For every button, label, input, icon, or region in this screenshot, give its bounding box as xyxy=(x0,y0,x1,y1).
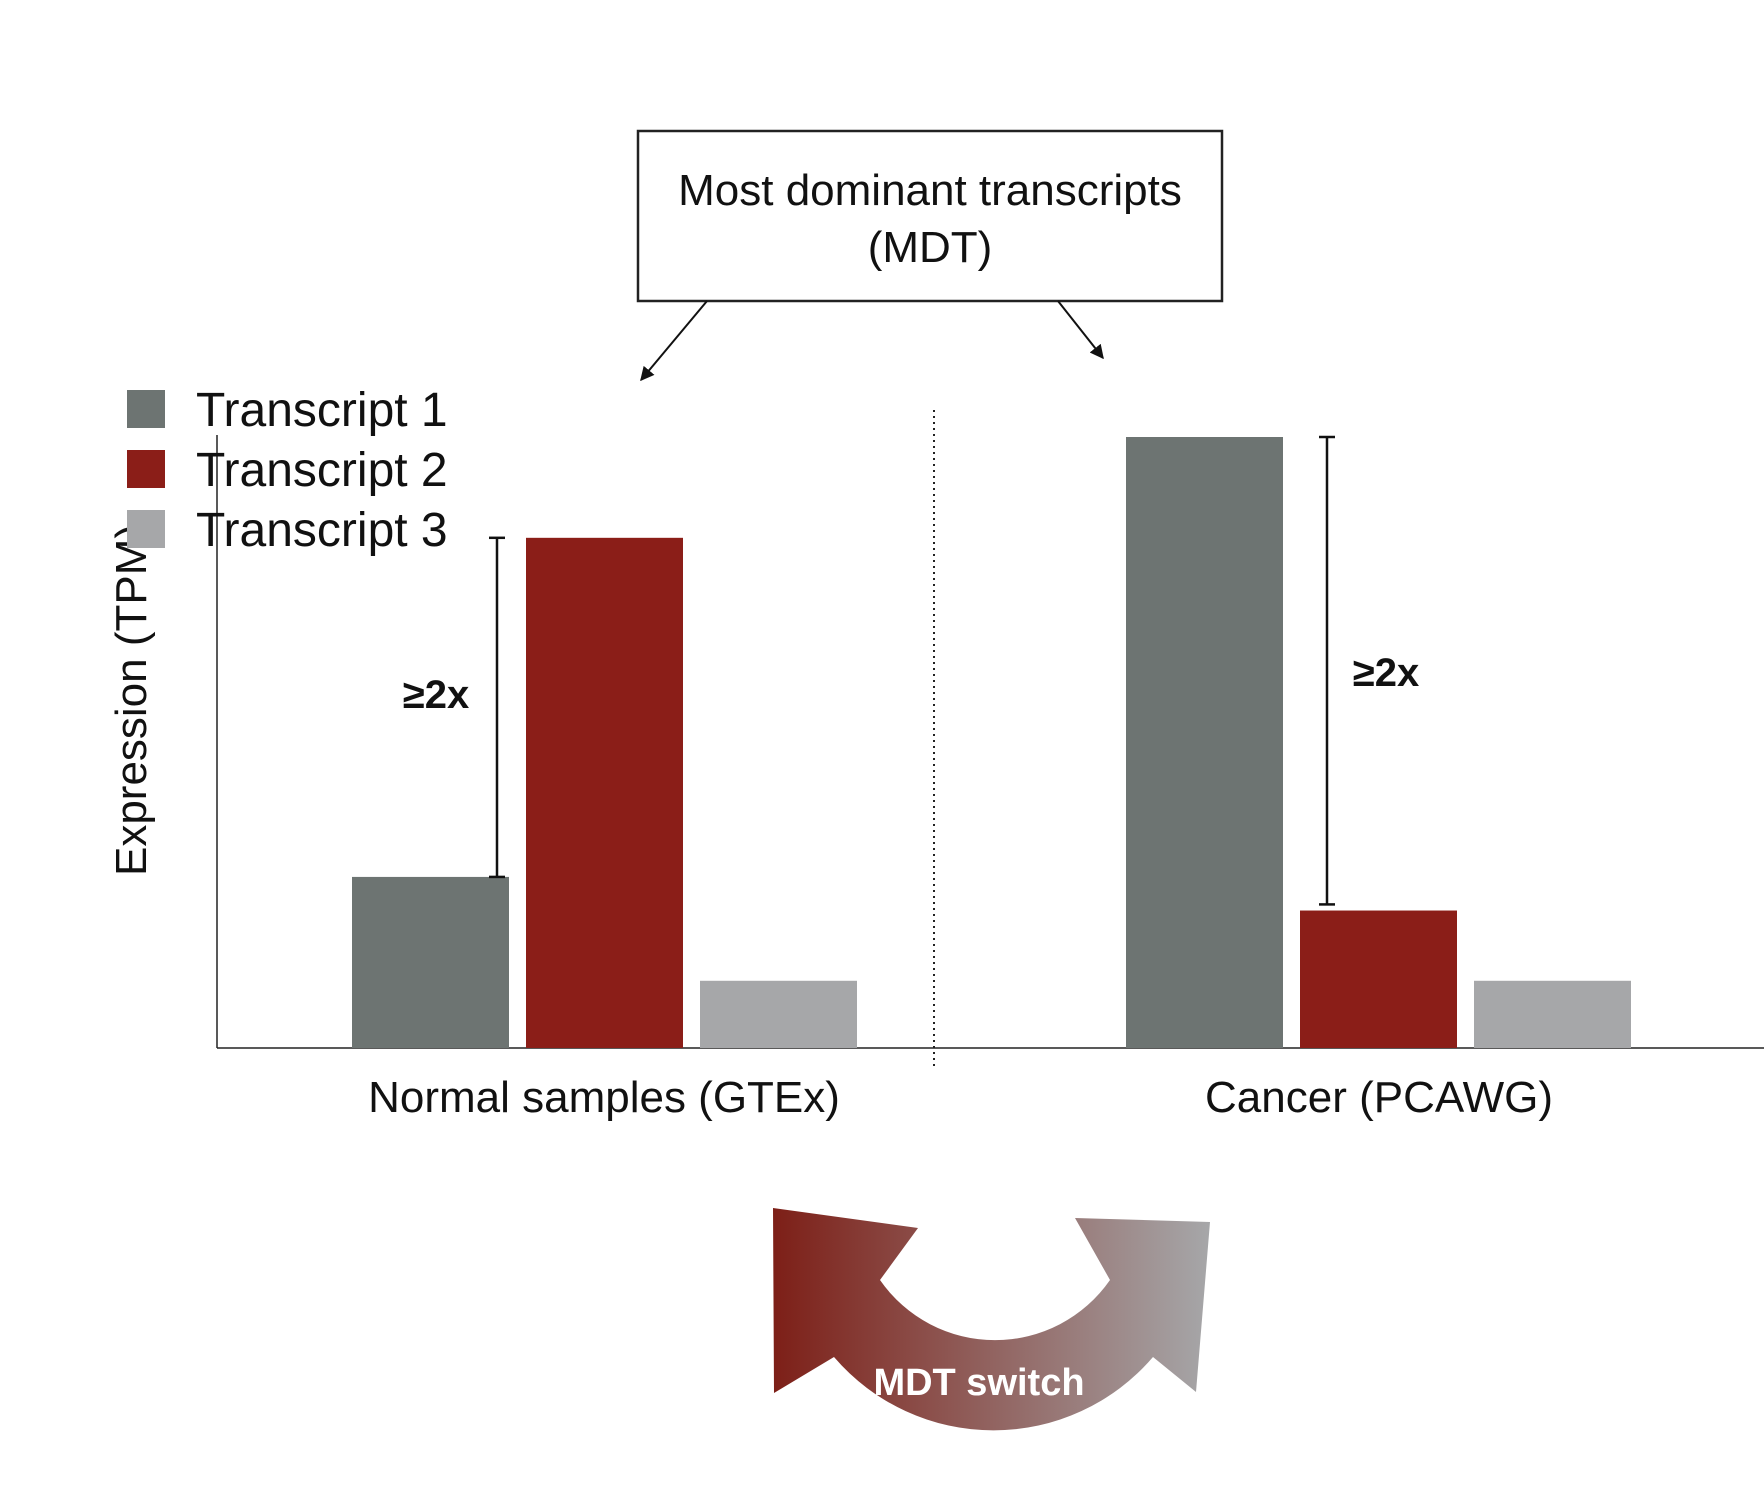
legend: Transcript 1 Transcript 2 Transcript 3 xyxy=(127,384,448,557)
bar-3-normal xyxy=(700,980,857,1048)
legend-label: Transcript 1 xyxy=(196,384,448,437)
ratio-bracket-cancer: ≥2x xyxy=(1319,435,1419,906)
legend-item-transcript-2: Transcript 2 xyxy=(127,444,448,497)
category-label-normal: Normal samples (GTEx) xyxy=(368,1073,840,1122)
callout-arrow-right xyxy=(1057,300,1104,360)
mdt-callout: Most dominant transcripts (MDT) xyxy=(636,129,1224,382)
legend-swatch xyxy=(127,510,165,548)
callout-arrow-left xyxy=(640,300,708,382)
bar-2-normal xyxy=(526,537,683,1048)
legend-label: Transcript 3 xyxy=(196,504,448,557)
legend-item-transcript-1: Transcript 1 xyxy=(127,384,448,437)
legend-swatch xyxy=(127,450,165,488)
category-label-cancer: Cancer (PCAWG) xyxy=(1205,1073,1553,1122)
ratio-label: ≥2x xyxy=(403,673,469,717)
bar-3-cancer xyxy=(1474,980,1631,1048)
bar-marks xyxy=(352,437,1631,1048)
bar-2-cancer xyxy=(1300,910,1457,1048)
ratio-bracket-normal: ≥2x xyxy=(403,536,505,879)
category-labels: Normal samples (GTEx) Cancer (PCAWG) xyxy=(368,1073,1553,1122)
ratio-label: ≥2x xyxy=(1353,651,1419,695)
ratio-annotations: ≥2x ≥2x xyxy=(403,435,1419,906)
callout-box xyxy=(636,129,1224,303)
y-axis-label: Expression (TPM) xyxy=(107,524,156,876)
legend-swatch xyxy=(127,390,165,428)
bar-1-cancer xyxy=(1126,437,1283,1048)
switch-arc-icon xyxy=(773,1208,1210,1431)
callout-line-1: Most dominant transcripts xyxy=(678,166,1182,215)
legend-label: Transcript 2 xyxy=(196,444,448,497)
bar-1-normal xyxy=(352,876,509,1048)
legend-item-transcript-3: Transcript 3 xyxy=(127,504,448,557)
callout-line-2: (MDT) xyxy=(868,223,993,272)
mdt-switch-arrow: MDT switch xyxy=(773,1208,1210,1431)
switch-label: MDT switch xyxy=(873,1362,1084,1404)
expression-bar-chart: Expression (TPM) Normal samples (GTEx) Ca… xyxy=(107,410,1764,1122)
